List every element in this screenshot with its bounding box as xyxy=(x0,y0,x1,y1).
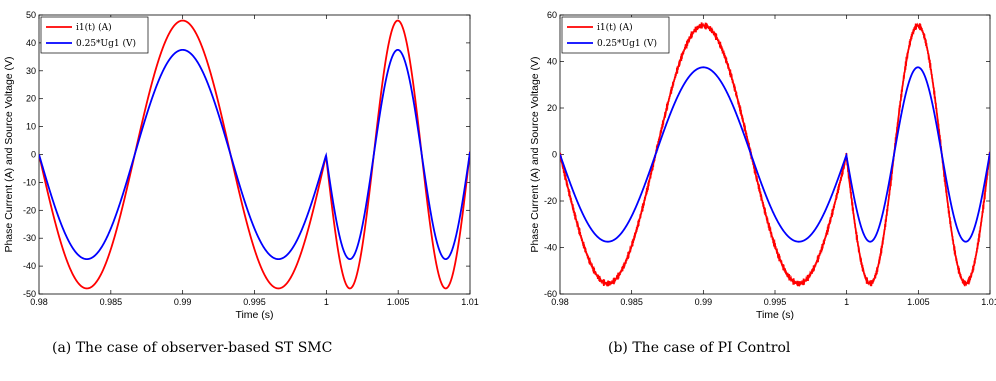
x-tick-label: 0.995 xyxy=(243,297,266,307)
y-tick-label: 50 xyxy=(26,10,36,20)
y-tick-label: 20 xyxy=(26,94,36,104)
series-line-voltage xyxy=(560,66,990,243)
x-tick-label: 1.005 xyxy=(387,297,410,307)
x-tick-label: 0.98 xyxy=(30,297,48,307)
y-tick-label: -60 xyxy=(544,289,557,299)
legend-label: 0.25*Ug1 (V) xyxy=(597,38,657,49)
chart-a: 0.98 0.985 0.99 0.995 1 1.005 1.01 -50 -40 -30 -20… xyxy=(3,10,479,321)
y-tick-label: 0 xyxy=(552,150,557,160)
x-tick-label: 1.01 xyxy=(461,297,479,307)
legend-box xyxy=(40,16,149,54)
x-axis-label: Time (s) xyxy=(235,309,273,321)
y-tick-label: -40 xyxy=(23,261,36,271)
series-line-current xyxy=(560,22,990,287)
series-line-current xyxy=(39,19,470,290)
x-tick-label: 1.005 xyxy=(907,297,930,307)
y-axis-label: Phase Current (A) and Source Voltage (V) xyxy=(529,56,541,252)
x-tick-label: 0.99 xyxy=(695,297,713,307)
y-tick-label: 60 xyxy=(547,10,557,20)
y-tick-label: 0 xyxy=(31,150,36,160)
x-tick-label: 0.99 xyxy=(174,297,192,307)
y-tick-label: 40 xyxy=(26,38,36,48)
x-tick-label: 0.98 xyxy=(551,297,569,307)
x-tick-label: 0.995 xyxy=(764,297,787,307)
chart-b: 0.98 0.985 0.99 0.995 1 1.005 1.01 -60 -40 -20 0 20… xyxy=(529,10,996,321)
y-tick-label: -50 xyxy=(23,289,36,299)
legend-box xyxy=(561,16,670,54)
plot-area xyxy=(559,14,991,295)
y-tick-label: -20 xyxy=(23,205,36,215)
y-tick-label: -20 xyxy=(544,196,557,206)
y-tick-label: -10 xyxy=(23,177,36,187)
x-tick-label: 0.985 xyxy=(100,297,123,307)
x-tick-label: 1 xyxy=(324,297,329,307)
y-tick-label: 10 xyxy=(26,122,36,132)
x-tick-label: 1 xyxy=(844,297,849,307)
legend-label: i1(t) (A) xyxy=(76,22,112,33)
x-tick-label: 0.985 xyxy=(620,297,643,307)
y-tick-label: 30 xyxy=(26,66,36,76)
y-tick-label: 40 xyxy=(547,57,557,67)
x-tick-label: 1.01 xyxy=(981,297,996,307)
y-tick-label: 20 xyxy=(547,103,557,113)
caption-a: (a) The case of observer-based ST SMC xyxy=(52,340,333,356)
legend-label: i1(t) (A) xyxy=(597,22,633,33)
caption-b: (b) The case of PI Control xyxy=(608,340,791,356)
y-tick-label: -40 xyxy=(544,243,557,253)
y-tick-label: -30 xyxy=(23,233,36,243)
legend-label: 0.25*Ug1 (V) xyxy=(76,38,136,49)
y-axis-label: Phase Current (A) and Source Voltage (V) xyxy=(3,56,15,252)
x-axis-label: Time (s) xyxy=(756,309,794,321)
series-line-voltage xyxy=(39,48,470,261)
